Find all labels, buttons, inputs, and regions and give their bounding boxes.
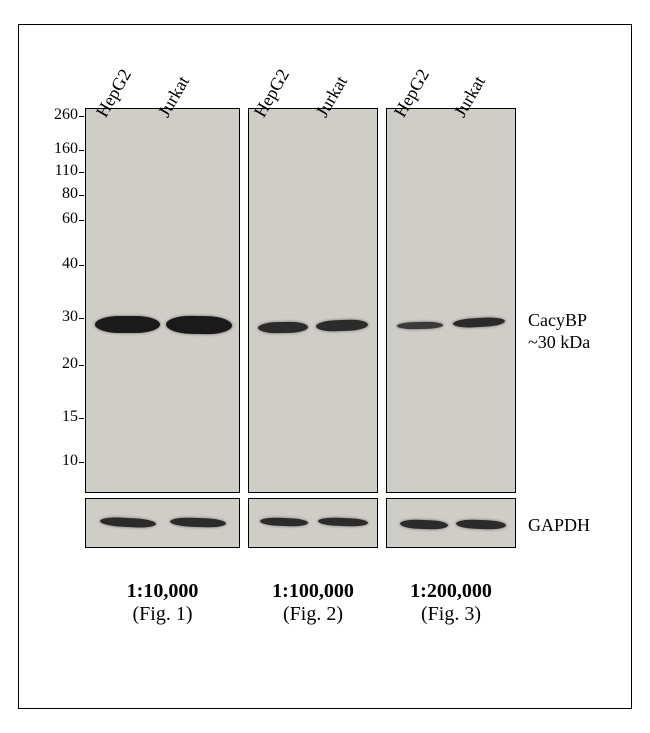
mw-marker-label: 40 [0,255,78,273]
mw-tick [79,418,84,419]
dilution-caption: 1:200,000(Fig. 3) [386,580,516,626]
dilution-caption: 1:100,000(Fig. 2) [248,580,378,626]
mw-marker-label: 15 [0,408,78,426]
dilution-title: 1:100,000 [248,580,378,603]
mw-tick [79,195,84,196]
mw-marker-label: 160 [0,140,78,158]
cacybp-mw: ~30 kDa [528,332,590,352]
mw-marker-label: 30 [0,308,78,326]
mw-tick [79,150,84,151]
mw-tick [79,318,84,319]
cacybp-blot-panel [85,108,240,493]
cacybp-label: CacyBP~30 kDa [528,310,590,353]
dilution-figref: (Fig. 3) [386,603,516,626]
mw-tick [79,265,84,266]
cacybp-name: CacyBP [528,310,587,330]
mw-marker-label: 260 [0,106,78,124]
cacybp-band [95,316,160,333]
dilution-title: 1:10,000 [85,580,240,603]
mw-marker-label: 80 [0,185,78,203]
cacybp-blot-panel [386,108,516,493]
dilution-figref: (Fig. 2) [248,603,378,626]
mw-marker-label: 20 [0,355,78,373]
cacybp-blot-panel [248,108,378,493]
mw-tick [79,462,84,463]
mw-tick [79,365,84,366]
mw-marker-label: 110 [0,162,78,180]
cacybp-band [166,315,232,334]
mw-marker-label: 10 [0,452,78,470]
dilution-title: 1:200,000 [386,580,516,603]
mw-tick [79,116,84,117]
mw-marker-label: 60 [0,210,78,228]
mw-tick [79,172,84,173]
mw-tick [79,220,84,221]
gapdh-label: GAPDH [528,515,590,537]
dilution-caption: 1:10,000(Fig. 1) [85,580,240,626]
dilution-figref: (Fig. 1) [85,603,240,626]
